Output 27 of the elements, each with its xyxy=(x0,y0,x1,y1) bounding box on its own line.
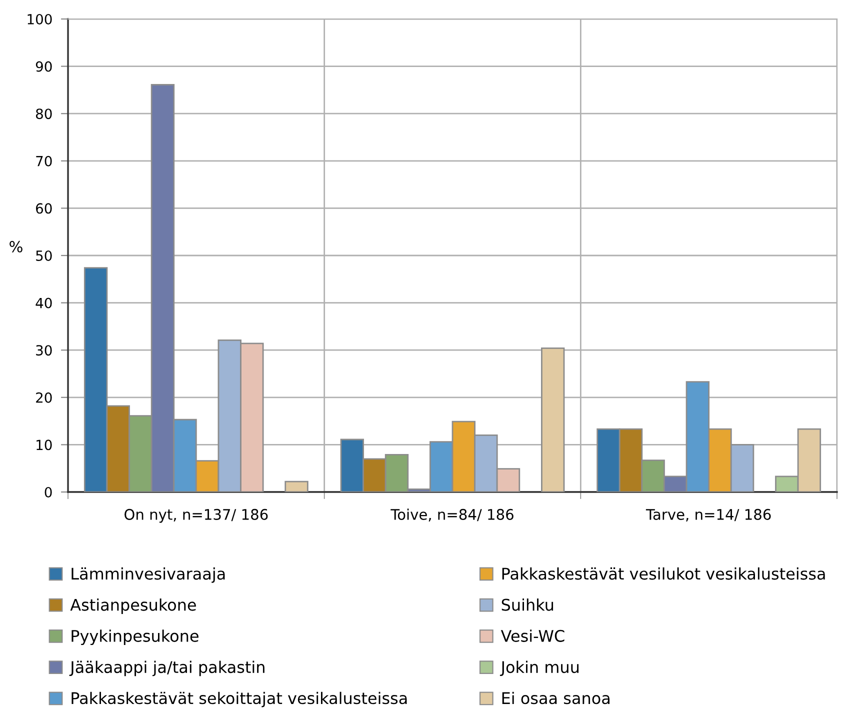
y-tick-label: 80 xyxy=(36,108,52,120)
legend-label: Jääkaappi ja/tai pakastin xyxy=(69,660,264,676)
y-tick-label: 50 xyxy=(36,250,52,261)
x-tick-label: Tarve, n=14/ 186 xyxy=(646,508,771,522)
legend-label: Pyykinpesukone xyxy=(72,630,198,646)
bar xyxy=(541,348,565,492)
legend-label: Astianpesukone xyxy=(70,598,196,614)
legend-label: Ei osaa sanoa xyxy=(502,692,610,704)
y-tick-label: 60 xyxy=(36,203,52,214)
legend-label: Vesi-WC xyxy=(500,630,564,642)
y-tick-label: 0 xyxy=(44,486,52,498)
y-tick-label: 20 xyxy=(36,392,52,403)
y-tick-label: 100 xyxy=(28,14,52,24)
legend-label: Lämminvesivaraaja xyxy=(72,567,225,583)
y-axis-title: % xyxy=(10,240,22,252)
legend-label: Suihku xyxy=(502,598,554,611)
y-tick-label: 40 xyxy=(36,298,52,308)
x-tick-label: Toive, n=84/ 186 xyxy=(390,508,514,522)
y-tick-label: 30 xyxy=(36,345,52,356)
y-tick-label: 10 xyxy=(36,440,52,450)
x-tick-label: On nyt, n=137/ 186 xyxy=(124,508,268,523)
bar xyxy=(284,480,308,492)
legend-label: Pakkaskestävät sekoittajat vesikalusteissa xyxy=(72,692,407,708)
y-tick-label: 90 xyxy=(36,61,52,72)
legend-label: Pakkaskestävät vesilukot vesikalusteissa xyxy=(502,567,825,580)
y-tick-label: 70 xyxy=(36,156,52,166)
legend-label: Jokin muu xyxy=(500,660,579,676)
